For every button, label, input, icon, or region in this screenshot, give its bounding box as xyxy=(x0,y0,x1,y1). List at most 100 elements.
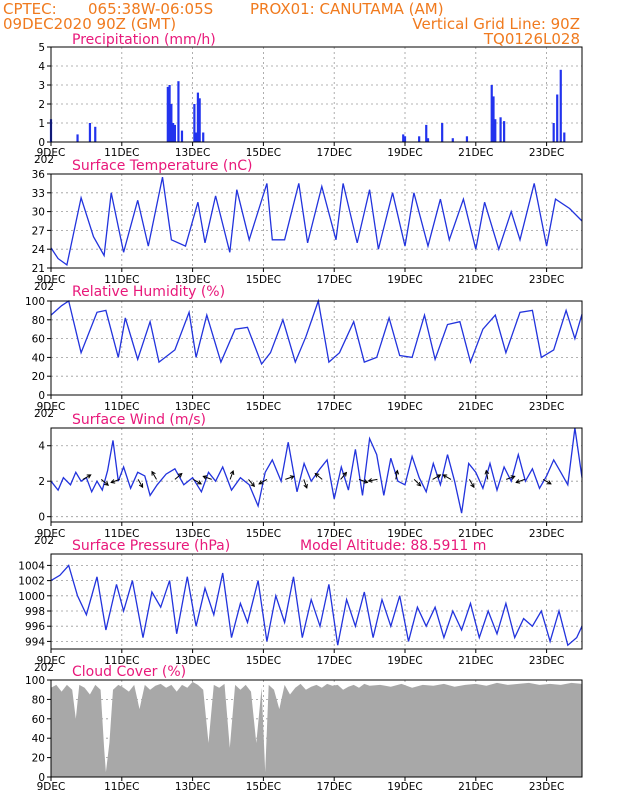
precip-xtick-label: 11DEC xyxy=(104,147,139,159)
precip-xtick-label: 19DEC xyxy=(387,147,422,159)
precip-bar xyxy=(494,119,497,142)
wind-arrow-head xyxy=(104,481,110,486)
wind-arrow-head xyxy=(470,483,475,489)
precip-xtick-label: 21DEC xyxy=(458,147,493,159)
cloud-ytick-label: 0 xyxy=(38,772,45,784)
wind-panel: 0 2 4 9DEC 11DEC 13DEC 15DEC 17DEC 19DEC 21DEC 23D… xyxy=(34,427,583,547)
wind-arrow-head xyxy=(484,469,490,475)
wind-arrow-head xyxy=(197,480,203,485)
precip-xtick-label: 15DEC xyxy=(246,147,281,159)
rh-xtick-label: 21DEC xyxy=(458,401,493,413)
rh-title: Relative Humidity (%) xyxy=(72,284,225,300)
rh-xtick-label: 23DEC xyxy=(529,401,564,413)
cloud-ytick-label: 60 xyxy=(32,714,45,726)
wind-arrow-head xyxy=(289,475,295,480)
precip-ytick-label: 2 xyxy=(38,99,45,111)
pres-xtick-label: 9DEC xyxy=(37,655,66,667)
pressure-title: Surface Pressure (hPa) xyxy=(72,538,230,554)
temp-panel: 21 24 27 30 33 36 9DEC 11DEC 13DEC 15DEC 17DEC 19DE… xyxy=(32,169,583,293)
wind-arrow xyxy=(468,479,475,488)
precip-bar xyxy=(76,134,79,142)
precip-bar xyxy=(166,86,169,142)
rh-ytick-label: 40 xyxy=(32,352,45,364)
temp-xtick-label: 15DEC xyxy=(246,274,281,286)
header-grid-note: Vertical Grid Line: 90Z xyxy=(412,15,580,33)
precip-xtick-label: 13DEC xyxy=(175,147,210,159)
cloud-panel: 0 20 40 60 80 100 9DEC 11DEC 13DEC 15DEC 17DEC 19DE… xyxy=(25,675,583,793)
pres-xtick-label: 13DEC xyxy=(175,655,210,667)
temp-xtick-label: 11DEC xyxy=(104,274,139,286)
rh-ytick-label: 60 xyxy=(32,334,45,346)
precip-bar xyxy=(556,94,559,142)
wind-arrow-head xyxy=(363,479,369,484)
rh-ytick-label: 20 xyxy=(32,371,45,383)
rh-ytick-label: 80 xyxy=(32,315,45,327)
cloud-xtick-label: 13DEC xyxy=(175,781,210,793)
cloud-ytick-label: 80 xyxy=(32,694,45,706)
wind-arrow-head xyxy=(110,479,116,484)
wind-arrow-head xyxy=(202,475,208,480)
header-init-time: 09DEC2020 90Z (GMT) xyxy=(3,15,176,33)
temp-xtick-label: 21DEC xyxy=(458,274,493,286)
wind-xtick-label: 23DEC xyxy=(529,528,564,540)
precip-bar xyxy=(441,123,444,142)
precip-ytick-label: 1 xyxy=(38,118,45,130)
wind-arrow xyxy=(229,470,234,480)
precip-bar xyxy=(198,98,201,142)
pres-ytick-label: 1000 xyxy=(18,591,45,603)
header-station: PROX01: CANUTAMA (AM) xyxy=(250,0,444,18)
rh-xtick-label: 15DEC xyxy=(246,401,281,413)
wind-arrow xyxy=(542,478,552,485)
wind-arrow xyxy=(203,475,212,480)
temp-ytick-label: 33 xyxy=(32,188,45,200)
wind-arrow xyxy=(111,478,120,483)
pres-xtick-label: 21DEC xyxy=(458,655,493,667)
precip-bar xyxy=(193,104,196,142)
wind-ytick-label: 0 xyxy=(38,512,45,524)
precip-xtick-label: 9DEC xyxy=(37,147,66,159)
temp-ytick-label: 27 xyxy=(32,225,45,237)
pres-xtick-label: 11DEC xyxy=(104,655,139,667)
wind-arrow-head xyxy=(86,474,92,479)
precip-bar xyxy=(202,132,205,142)
wind-arrow xyxy=(358,478,368,483)
precip-xtick-label: 23DEC xyxy=(529,147,564,159)
precip-bar xyxy=(173,124,176,142)
cloud-frame xyxy=(50,679,583,778)
wind-arrow xyxy=(506,475,515,480)
precip-bar xyxy=(465,136,469,142)
precip-frame xyxy=(50,46,583,143)
wind-xtick-label: 17DEC xyxy=(316,528,351,540)
wind-arrow-head xyxy=(546,480,552,485)
rh-line xyxy=(50,298,583,366)
precip-bar xyxy=(168,85,171,142)
temp-xtick-label: 19DEC xyxy=(387,274,422,286)
pres-xtick-label: 15DEC xyxy=(246,655,281,667)
cloud-ytick-label: 100 xyxy=(25,675,45,687)
temp-ytick-label: 36 xyxy=(32,169,46,181)
wind-arrow xyxy=(303,479,308,489)
cloud-ytick-label: 40 xyxy=(32,733,45,745)
wind-xtick-label: 21DEC xyxy=(458,528,493,540)
precip-bar xyxy=(402,134,405,142)
wind-arrow-head xyxy=(177,472,183,478)
precip-bar xyxy=(503,121,506,142)
pres-ytick-label: 996 xyxy=(25,621,45,633)
wind-arrow xyxy=(485,470,489,480)
wind-arrow-head xyxy=(258,480,264,485)
wind-year-label: 202 xyxy=(34,535,54,547)
rh-xtick-label: 17DEC xyxy=(316,401,351,413)
wind-arrow xyxy=(413,479,421,487)
precip-bar xyxy=(94,126,97,142)
temp-xtick-label: 9DEC xyxy=(37,274,66,286)
wind-arrow-head xyxy=(151,470,156,476)
precip-bar xyxy=(170,104,173,142)
temp-ytick-label: 30 xyxy=(32,207,45,219)
precip-bar xyxy=(418,136,421,142)
rh-xtick-label: 19DEC xyxy=(387,401,422,413)
rh-xtick-label: 9DEC xyxy=(37,401,66,413)
cloud-xtick-label: 15DEC xyxy=(246,781,281,793)
precip-bar xyxy=(552,123,555,142)
wind-arrow-head xyxy=(303,483,308,489)
wind-arrow xyxy=(248,479,255,487)
